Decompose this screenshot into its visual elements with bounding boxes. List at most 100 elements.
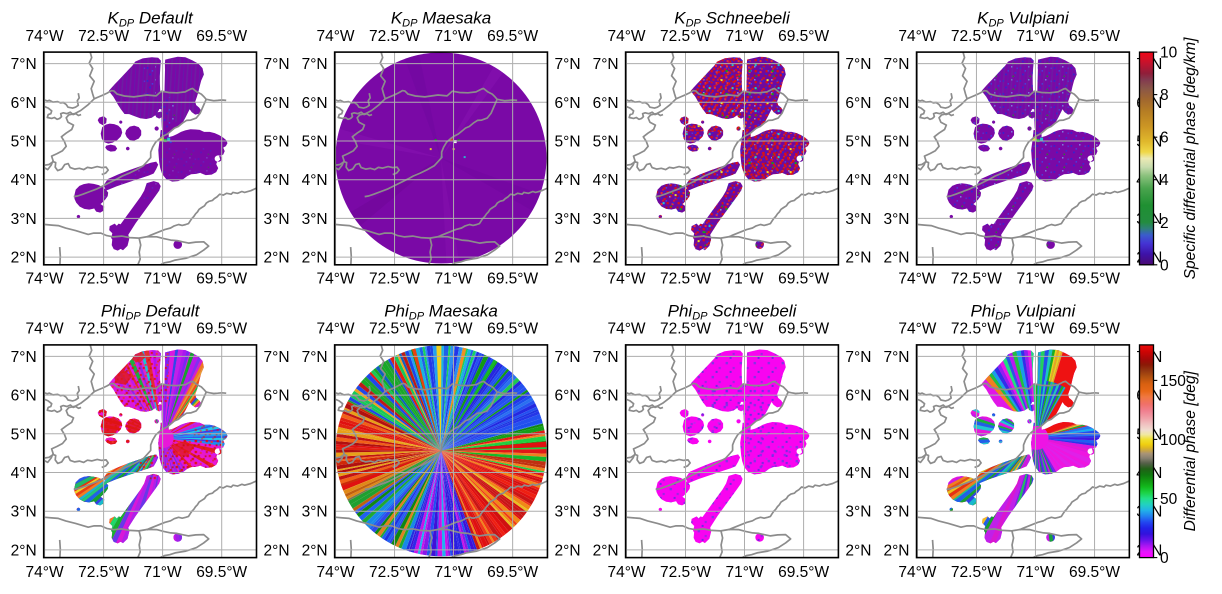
svg-text:69.5°W: 69.5°W xyxy=(487,564,538,581)
svg-text:3°N: 3°N xyxy=(11,504,37,521)
svg-text:7°N: 7°N xyxy=(845,56,871,73)
svg-text:6°N: 6°N xyxy=(264,95,290,112)
svg-text:PhiDP Default: PhiDP Default xyxy=(101,301,201,322)
svg-text:6°N: 6°N xyxy=(302,388,328,405)
svg-text:69.5°W: 69.5°W xyxy=(196,271,247,288)
svg-text:5°N: 5°N xyxy=(593,426,619,443)
svg-text:3°N: 3°N xyxy=(845,504,871,521)
svg-text:74°W: 74°W xyxy=(316,564,354,581)
svg-text:5°N: 5°N xyxy=(11,134,37,151)
svg-text:4°N: 4°N xyxy=(593,465,619,482)
svg-text:69.5°W: 69.5°W xyxy=(487,321,538,338)
svg-text:5°N: 5°N xyxy=(845,134,871,151)
svg-text:3°N: 3°N xyxy=(302,504,328,521)
svg-text:7°N: 7°N xyxy=(593,349,619,366)
svg-text:5°N: 5°N xyxy=(302,134,328,151)
svg-text:7°N: 7°N xyxy=(264,56,290,73)
svg-text:4°N: 4°N xyxy=(555,465,581,482)
svg-text:6°N: 6°N xyxy=(593,388,619,405)
svg-text:4°N: 4°N xyxy=(11,465,37,482)
svg-text:6°N: 6°N xyxy=(883,388,909,405)
svg-text:69.5°W: 69.5°W xyxy=(487,28,538,45)
svg-text:72.5°W: 72.5°W xyxy=(951,271,1002,288)
svg-text:2°N: 2°N xyxy=(302,250,328,267)
svg-text:3°N: 3°N xyxy=(555,504,581,521)
svg-text:69.5°W: 69.5°W xyxy=(196,28,247,45)
svg-text:KDP Vulpiani: KDP Vulpiani xyxy=(977,9,1070,30)
svg-text:72.5°W: 72.5°W xyxy=(660,271,711,288)
svg-text:71°W: 71°W xyxy=(725,564,763,581)
svg-text:2°N: 2°N xyxy=(593,250,619,267)
svg-text:4°N: 4°N xyxy=(883,465,909,482)
svg-text:5°N: 5°N xyxy=(11,426,37,443)
svg-text:4°N: 4°N xyxy=(883,172,909,189)
svg-text:74°W: 74°W xyxy=(316,321,354,338)
svg-text:69.5°W: 69.5°W xyxy=(778,28,829,45)
svg-text:2°N: 2°N xyxy=(302,542,328,559)
svg-text:72.5°W: 72.5°W xyxy=(78,564,129,581)
svg-text:3°N: 3°N xyxy=(845,211,871,228)
svg-text:5°N: 5°N xyxy=(555,426,581,443)
svg-text:74°W: 74°W xyxy=(26,271,64,288)
svg-text:8: 8 xyxy=(1160,87,1169,104)
svg-text:5°N: 5°N xyxy=(883,134,909,151)
svg-text:2°N: 2°N xyxy=(11,542,37,559)
svg-text:6: 6 xyxy=(1160,130,1169,147)
svg-text:72.5°W: 72.5°W xyxy=(951,321,1002,338)
svg-text:4°N: 4°N xyxy=(264,465,290,482)
svg-text:72.5°W: 72.5°W xyxy=(78,28,129,45)
svg-text:100: 100 xyxy=(1160,432,1186,449)
svg-text:74°W: 74°W xyxy=(607,28,645,45)
svg-text:71°W: 71°W xyxy=(725,321,763,338)
svg-text:5°N: 5°N xyxy=(264,134,290,151)
svg-text:69.5°W: 69.5°W xyxy=(196,321,247,338)
svg-text:7°N: 7°N xyxy=(593,56,619,73)
svg-text:6°N: 6°N xyxy=(593,95,619,112)
svg-text:72.5°W: 72.5°W xyxy=(660,321,711,338)
svg-text:4°N: 4°N xyxy=(845,465,871,482)
svg-text:Differential phase [deg]: Differential phase [deg] xyxy=(1182,370,1199,531)
svg-text:6°N: 6°N xyxy=(302,95,328,112)
svg-text:2°N: 2°N xyxy=(593,542,619,559)
svg-text:PhiDP Schneebeli: PhiDP Schneebeli xyxy=(668,301,798,322)
svg-text:74°W: 74°W xyxy=(26,564,64,581)
svg-text:7°N: 7°N xyxy=(302,56,328,73)
svg-text:69.5°W: 69.5°W xyxy=(778,564,829,581)
svg-text:71°W: 71°W xyxy=(725,271,763,288)
svg-text:2°N: 2°N xyxy=(883,542,909,559)
svg-text:6°N: 6°N xyxy=(845,95,871,112)
svg-text:74°W: 74°W xyxy=(898,321,936,338)
svg-text:6°N: 6°N xyxy=(11,95,37,112)
svg-text:69.5°W: 69.5°W xyxy=(1069,28,1120,45)
svg-text:74°W: 74°W xyxy=(607,564,645,581)
svg-text:71°W: 71°W xyxy=(434,321,472,338)
svg-text:5°N: 5°N xyxy=(845,426,871,443)
svg-text:6°N: 6°N xyxy=(555,95,581,112)
svg-text:7°N: 7°N xyxy=(883,349,909,366)
svg-text:71°W: 71°W xyxy=(144,271,182,288)
svg-text:71°W: 71°W xyxy=(144,321,182,338)
svg-text:74°W: 74°W xyxy=(607,271,645,288)
svg-text:7°N: 7°N xyxy=(845,349,871,366)
svg-text:2°N: 2°N xyxy=(11,250,37,267)
svg-text:72.5°W: 72.5°W xyxy=(369,321,420,338)
svg-text:4°N: 4°N xyxy=(264,172,290,189)
svg-text:69.5°W: 69.5°W xyxy=(196,564,247,581)
svg-text:4°N: 4°N xyxy=(555,172,581,189)
svg-text:71°W: 71°W xyxy=(434,271,472,288)
svg-text:7°N: 7°N xyxy=(883,56,909,73)
svg-text:74°W: 74°W xyxy=(607,321,645,338)
svg-text:2°N: 2°N xyxy=(264,250,290,267)
svg-text:3°N: 3°N xyxy=(264,504,290,521)
svg-text:7°N: 7°N xyxy=(555,349,581,366)
svg-text:69.5°W: 69.5°W xyxy=(487,271,538,288)
svg-text:69.5°W: 69.5°W xyxy=(778,321,829,338)
svg-text:71°W: 71°W xyxy=(1016,28,1054,45)
svg-text:5°N: 5°N xyxy=(302,426,328,443)
svg-text:71°W: 71°W xyxy=(1016,564,1054,581)
svg-text:3°N: 3°N xyxy=(11,211,37,228)
svg-text:7°N: 7°N xyxy=(302,349,328,366)
svg-text:72.5°W: 72.5°W xyxy=(951,28,1002,45)
svg-text:5°N: 5°N xyxy=(593,134,619,151)
svg-text:72.5°W: 72.5°W xyxy=(78,321,129,338)
